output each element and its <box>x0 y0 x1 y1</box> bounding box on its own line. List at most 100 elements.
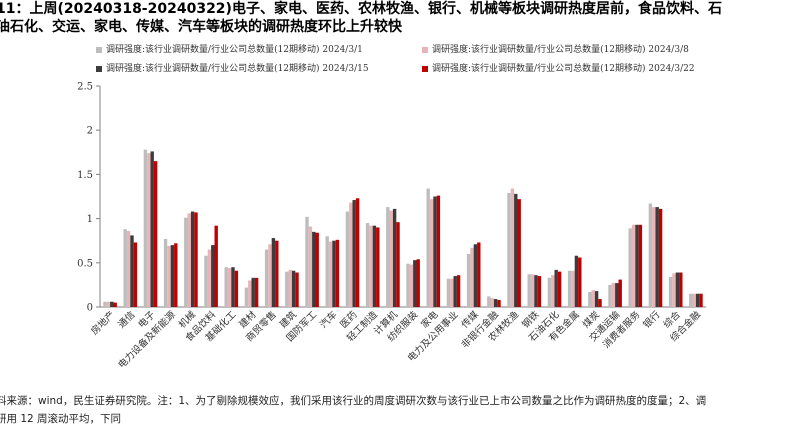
bar-s1-13 <box>365 223 370 307</box>
bar-s1-22 <box>547 277 552 307</box>
y-tick-label: 0 <box>87 303 93 314</box>
bar-s3-20 <box>514 193 518 307</box>
bar-s4-13 <box>376 227 380 307</box>
bar-s3-14 <box>392 208 397 307</box>
bar-s1-12 <box>345 211 350 307</box>
bar-s3-23 <box>574 255 579 307</box>
bar-s4-15 <box>416 259 420 307</box>
legend-label-4: 调研强度:该行业调研数量/行业公司总数量(12期移动) 2024/3/22 <box>432 64 695 74</box>
bar-s2-0 <box>106 301 111 307</box>
bar-s3-5 <box>211 245 215 307</box>
bar-s4-4 <box>194 212 198 307</box>
bar-s2-1 <box>126 230 131 307</box>
bar-s3-28 <box>675 272 680 307</box>
bar-s1-7 <box>244 287 249 307</box>
legend-item-1: 调研强度:该行业调研数量/行业公司总数量(12期移动) 2024/3/1 <box>96 42 363 55</box>
y-tick-label: 1 <box>87 214 93 225</box>
bar-s4-10 <box>315 232 319 307</box>
bar-s2-10 <box>308 226 313 307</box>
bar-s2-19 <box>490 298 494 307</box>
bar-s3-26 <box>635 224 639 307</box>
bar-s4-6 <box>234 270 239 307</box>
source-note-line-1: 料来源：wind，民生证券研究院。注：1、为了剔除规模效应，我们采用该行业的周度… <box>0 395 707 407</box>
bar-s1-19 <box>487 296 491 307</box>
bar-s3-1 <box>130 235 134 307</box>
bar-s1-9 <box>285 271 289 307</box>
bar-s1-14 <box>386 207 390 307</box>
legend-label-3: 调研强度:该行业调研数量/行业公司总数量(12期移动) 2024/3/15 <box>106 64 369 74</box>
bar-s1-29 <box>689 293 693 307</box>
bar-s4-26 <box>638 224 643 307</box>
bar-s1-26 <box>628 228 632 307</box>
bar-s1-6 <box>224 267 228 307</box>
bar-s3-21 <box>534 275 538 307</box>
bar-s4-1 <box>133 242 138 307</box>
bar-s4-2 <box>153 161 158 307</box>
source-note: 料来源：wind，民生证券研究院。注：1、为了剔除规模效应，我们采用该行业的周度… <box>0 392 804 428</box>
bar-s1-8 <box>264 249 269 307</box>
bar-s1-24 <box>588 291 592 307</box>
x-tick-label: 汽车 <box>317 309 339 331</box>
bar-s2-23 <box>571 270 575 307</box>
bar-s2-6 <box>227 268 232 307</box>
title-line-1: 11：上周(20240318-20240322)电子、家电、医药、农林牧渔、银行… <box>0 1 722 17</box>
legend-label-2: 调研强度:该行业调研数量/行业公司总数量(12期移动) 2024/3/8 <box>432 45 689 55</box>
bar-s2-5 <box>207 249 212 307</box>
bar-s2-12 <box>349 202 353 307</box>
bar-s4-21 <box>537 276 542 307</box>
bar-s3-22 <box>554 269 558 307</box>
legend-swatch-2 <box>422 46 428 53</box>
bar-s2-16 <box>429 199 434 307</box>
bar-s1-11 <box>325 236 329 307</box>
bar-s2-20 <box>510 188 515 307</box>
bar-s4-22 <box>557 271 562 307</box>
y-tick-label: 2.5 <box>77 82 93 93</box>
bar-s3-8 <box>271 238 276 307</box>
bar-s3-9 <box>291 270 296 307</box>
bar-s1-20 <box>507 192 511 307</box>
bar-s2-11 <box>328 241 333 307</box>
bar-s1-5 <box>204 255 208 307</box>
bar-s3-29 <box>695 293 700 307</box>
bar-s3-10 <box>312 231 316 307</box>
bar-chart: 00.511.522.5房地产通信电子电力设备及新能源机械食品饮料基础化工建材商… <box>77 82 706 371</box>
bar-s4-25 <box>618 279 622 307</box>
bar-s1-23 <box>567 270 572 307</box>
legend-swatch-3 <box>96 65 102 72</box>
bar-s1-16 <box>426 188 430 307</box>
bar-s3-19 <box>493 299 498 307</box>
bar-s2-8 <box>268 244 272 307</box>
bar-s3-17 <box>453 276 457 307</box>
y-tick-label: 2 <box>87 126 93 137</box>
bar-s2-29 <box>692 293 696 307</box>
bar-s4-17 <box>456 275 461 307</box>
figure-title: 11：上周(20240318-20240322)电子、家电、医药、农林牧渔、银行… <box>0 0 804 36</box>
bar-s4-27 <box>658 208 663 307</box>
legend-swatch-1 <box>96 46 102 53</box>
bar-s2-13 <box>369 225 373 307</box>
bar-s2-22 <box>551 275 555 307</box>
bar-s1-21 <box>527 274 531 307</box>
legend-label-1: 调研强度:该行业调研数量/行业公司总数量(12期移动) 2024/3/1 <box>106 45 363 55</box>
chart-legend: 调研强度:该行业调研数量/行业公司总数量(12期移动) 2024/3/1 调研强… <box>96 42 796 80</box>
bar-s1-10 <box>305 216 309 307</box>
bar-s4-20 <box>517 199 521 307</box>
bar-s3-25 <box>615 283 619 307</box>
bar-s1-2 <box>143 149 148 307</box>
bar-s2-2 <box>147 153 151 307</box>
legend-item-4: 调研强度:该行业调研数量/行业公司总数量(12期移动) 2024/3/22 <box>422 61 695 74</box>
bar-s2-9 <box>288 269 292 307</box>
bar-s2-18 <box>470 247 474 307</box>
bar-s4-5 <box>214 225 218 307</box>
bar-s3-12 <box>352 200 356 307</box>
bar-s2-24 <box>591 290 595 307</box>
bar-s1-28 <box>668 276 673 307</box>
bar-s4-9 <box>295 272 299 307</box>
bar-s3-7 <box>251 277 255 307</box>
title-line-2: 油石化、交运、家电、传媒、汽车等板块的调研热度环比上升较快 <box>0 19 402 35</box>
bar-s2-3 <box>167 246 171 307</box>
bar-s4-0 <box>113 302 117 307</box>
x-tick-label: 通信 <box>115 309 137 331</box>
bar-s2-26 <box>631 224 636 307</box>
bar-s4-29 <box>699 293 703 307</box>
